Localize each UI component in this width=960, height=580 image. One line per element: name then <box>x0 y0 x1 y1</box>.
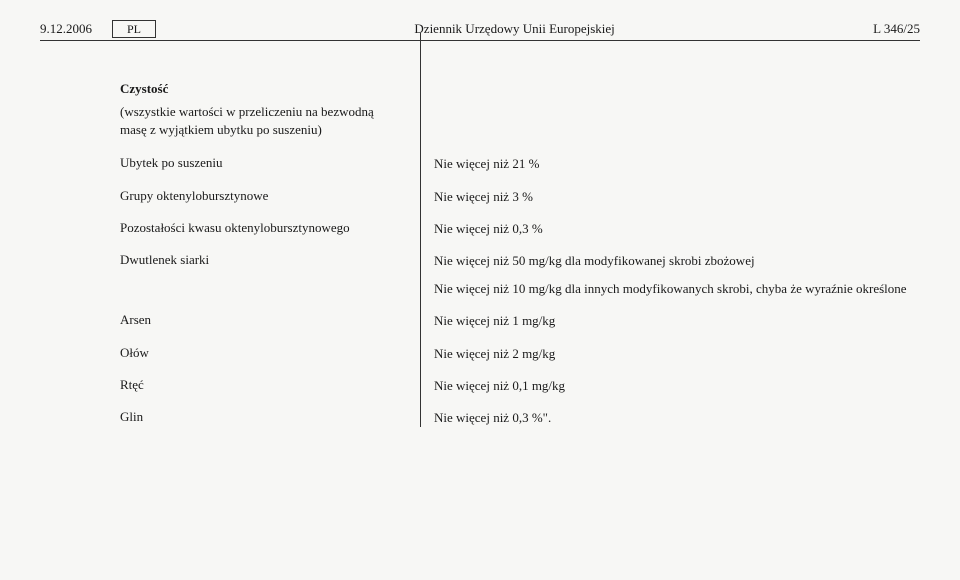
header-page-ref: L 346/25 <box>873 21 920 37</box>
purity-table: Czystość (wszystkie wartości w przelicze… <box>120 81 920 427</box>
table-row: Rtęć Nie więcej niż 0,1 mg/kg <box>120 377 920 395</box>
row-label: Pozostałości kwasu oktenylobursztynowego <box>120 220 420 238</box>
row-label: Arsen <box>120 312 420 330</box>
row-value: Nie więcej niż 21 % <box>420 155 920 173</box>
row-label: Glin <box>120 409 420 427</box>
table-row: Ołów Nie więcej niż 2 mg/kg <box>120 345 920 363</box>
row-value: Nie więcej niż 2 mg/kg <box>420 345 920 363</box>
row-label: Grupy oktenylobursztynowe <box>120 188 420 206</box>
row-label: Ubytek po suszeniu <box>120 155 420 173</box>
header-left: 9.12.2006 PL <box>40 20 156 38</box>
table-row: Grupy oktenylobursztynowe Nie więcej niż… <box>120 188 920 206</box>
table-row: Glin Nie więcej niż 0,3 %". <box>120 409 920 427</box>
header-language-badge: PL <box>112 20 156 38</box>
row-value-primary: Nie więcej niż 50 mg/kg dla modyfikowane… <box>434 252 920 270</box>
row-label: Ołów <box>120 345 420 363</box>
content-area: Czystość (wszystkie wartości w przelicze… <box>40 81 920 427</box>
row-value-secondary: Nie więcej niż 10 mg/kg dla innych modyf… <box>434 280 920 298</box>
table-row: Ubytek po suszeniu Nie więcej niż 21 % <box>120 155 920 173</box>
row-label: Dwutlenek siarki <box>120 252 420 298</box>
row-value: Nie więcej niż 3 % <box>420 188 920 206</box>
header-date: 9.12.2006 <box>40 21 92 37</box>
row-value: Nie więcej niż 50 mg/kg dla modyfikowane… <box>420 252 920 298</box>
table-rows: Ubytek po suszeniu Nie więcej niż 21 % G… <box>120 155 920 427</box>
section-note: (wszystkie wartości w przeliczeniu na be… <box>120 103 400 139</box>
vertical-divider <box>420 33 421 427</box>
row-value: Nie więcej niż 0,1 mg/kg <box>420 377 920 395</box>
row-value: Nie więcej niż 0,3 %". <box>420 409 920 427</box>
table-row: Arsen Nie więcej niż 1 mg/kg <box>120 312 920 330</box>
section-title: Czystość <box>120 81 920 97</box>
row-label: Rtęć <box>120 377 420 395</box>
header-journal-title: Dziennik Urzędowy Unii Europejskiej <box>156 21 873 37</box>
row-value: Nie więcej niż 1 mg/kg <box>420 312 920 330</box>
table-row: Pozostałości kwasu oktenylobursztynowego… <box>120 220 920 238</box>
page-header: 9.12.2006 PL Dziennik Urzędowy Unii Euro… <box>40 20 920 41</box>
table-row: Dwutlenek siarki Nie więcej niż 50 mg/kg… <box>120 252 920 298</box>
row-value: Nie więcej niż 0,3 % <box>420 220 920 238</box>
